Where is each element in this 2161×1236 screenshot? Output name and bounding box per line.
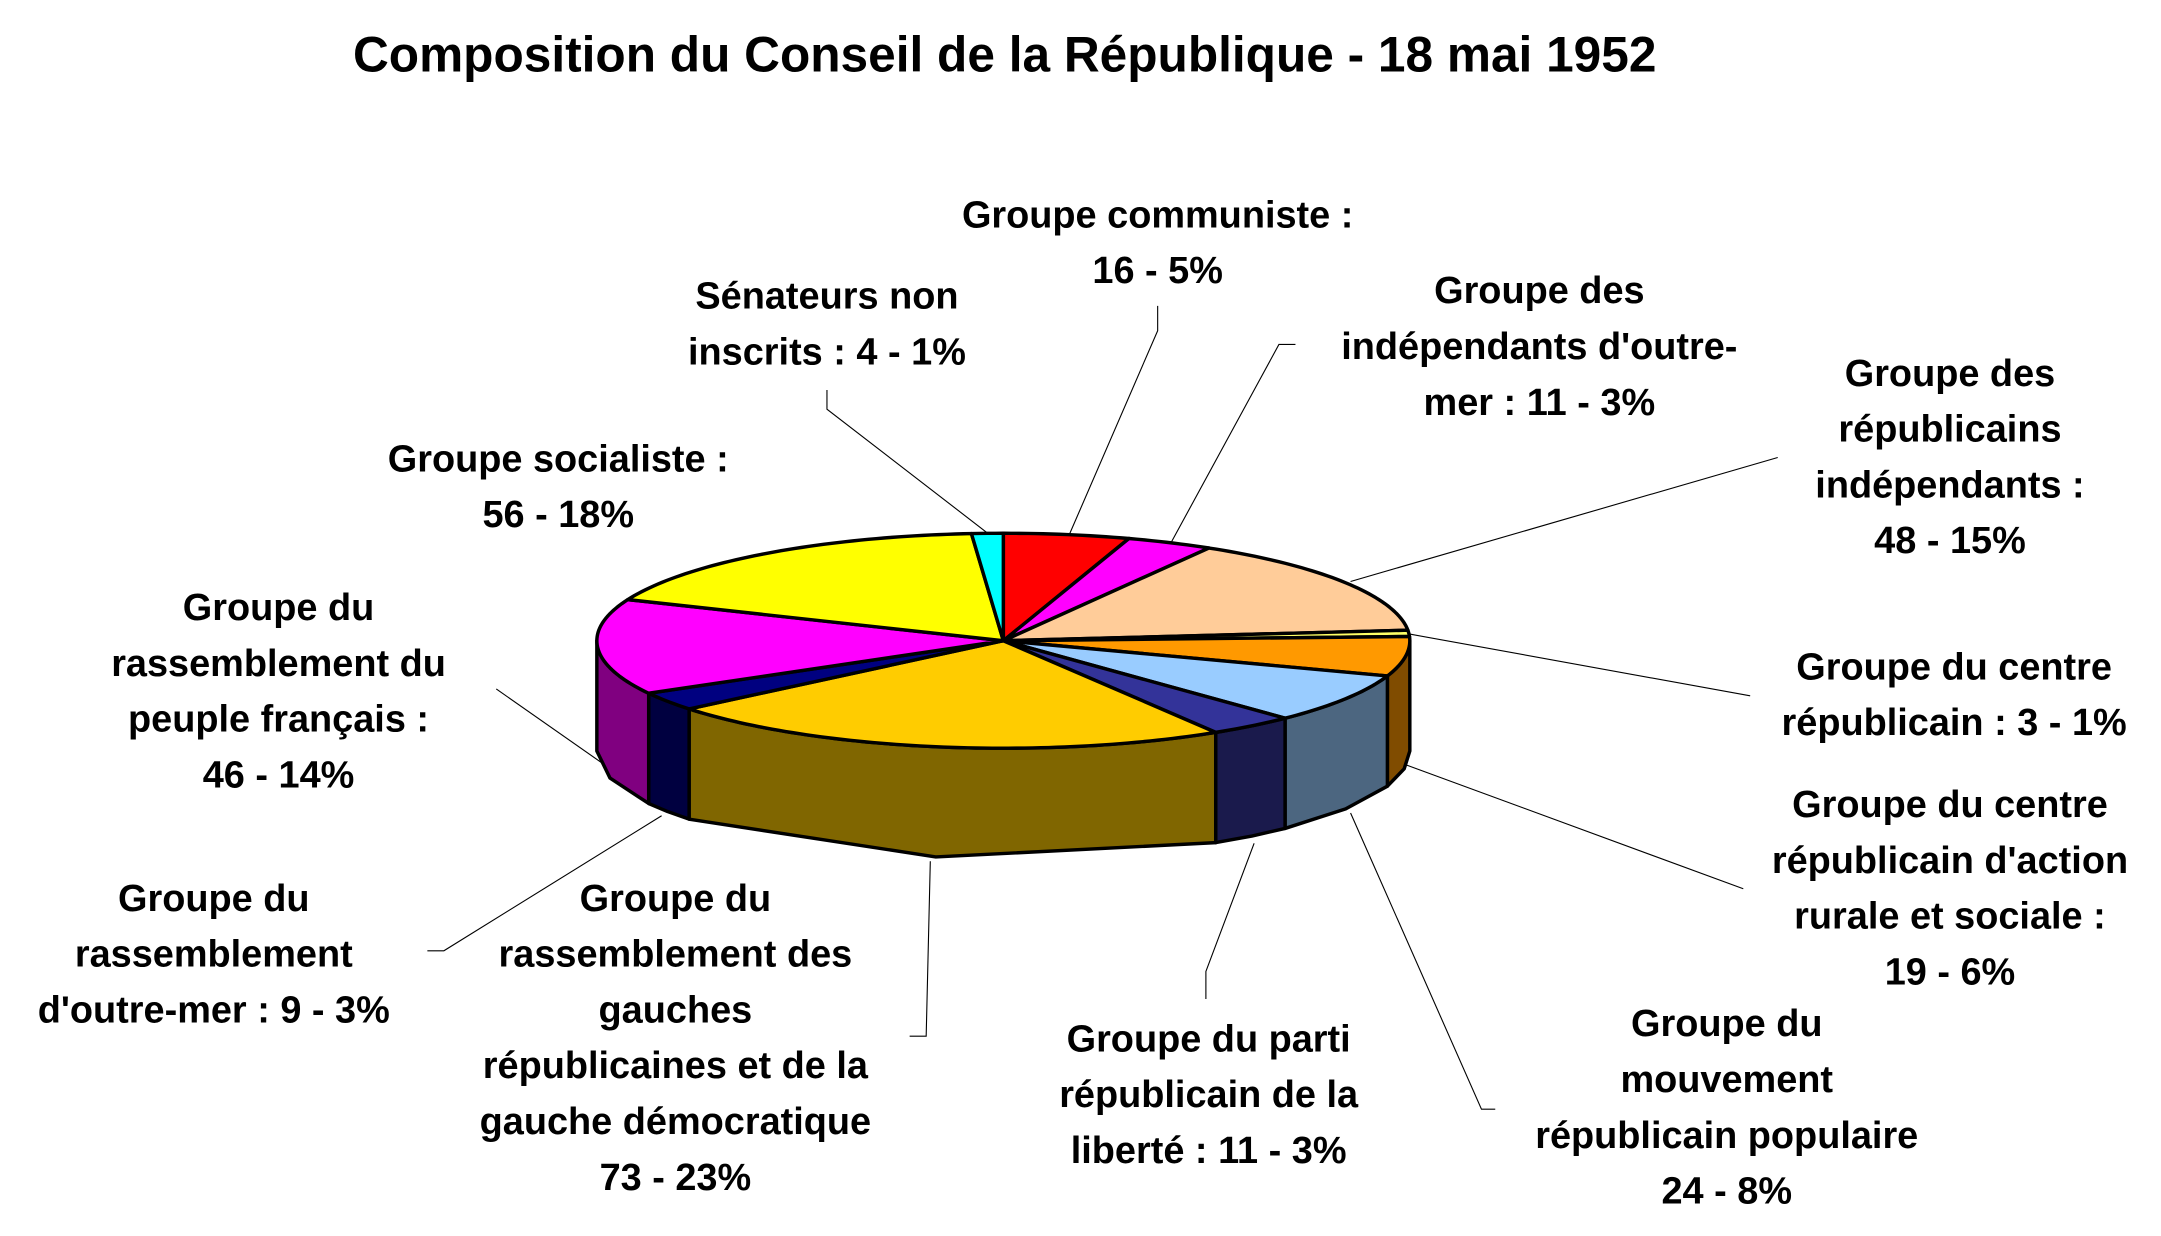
leader-line <box>1405 764 1744 890</box>
pie-slice <box>1001 639 1287 735</box>
slice-label-line: mouvement <box>1620 1059 1833 1101</box>
slice-label-line: 56 - 18% <box>482 494 634 536</box>
slice-label-line: inscrits : 4 - 1% <box>688 331 966 373</box>
leader-line <box>1168 343 1296 548</box>
pie-slice <box>595 597 1006 695</box>
slice-label-line: 73 - 23% <box>600 1157 752 1199</box>
slice-label: Groupe du mouvement républicain populaire 2… <box>1535 1003 1918 1212</box>
slice-label: Groupe du rassemblement d'outre-mer : 9 - … <box>38 878 390 1032</box>
slice-label-line: 46 - 14% <box>203 754 355 796</box>
slice-label: Groupe socialiste : 56 - 18% <box>388 438 729 536</box>
slice-label: Groupe du centre républicain d'action rura… <box>1772 784 2128 993</box>
slice-label: Groupe des indépendants d'outre-mer : 11 … <box>1341 270 1737 424</box>
slice-label: Groupe du rassemblement du peuple français… <box>111 587 446 796</box>
slice-label-line: 48 - 15% <box>1874 520 2026 562</box>
leader-line <box>1350 812 1496 1110</box>
slice-label: Groupe du rassemblement des gauches républi… <box>480 878 871 1199</box>
slice-label: Groupe du parti républicain de la liberté … <box>1059 1018 1359 1172</box>
slice-label-line: rassemblement <box>75 934 353 976</box>
slice-label-line: d'outre-mer : 9 - 3% <box>38 989 390 1031</box>
leader-line <box>826 389 990 536</box>
leader-line <box>1205 843 1255 999</box>
slice-label-line: Groupe du <box>183 587 374 629</box>
leader-line <box>427 815 662 952</box>
pie-slice <box>1001 639 1390 720</box>
pie-slice-side <box>1214 716 1287 845</box>
slice-label-line: Groupe socialiste : <box>388 438 729 480</box>
slice-label-line: Groupe du <box>580 878 771 920</box>
slice-label-line: Groupe du centre <box>1792 784 2108 826</box>
slice-label-line: Groupe du <box>1631 1003 1822 1045</box>
slice-label-line: républicain populaire <box>1535 1115 1918 1157</box>
slice-label-line: Groupe du <box>118 878 309 920</box>
chart-title: Composition du Conseil de la République … <box>353 27 1656 83</box>
leader-line <box>1408 633 1751 697</box>
leader-line <box>1350 456 1778 583</box>
slice-label-line: rassemblement du <box>111 643 446 685</box>
slice-label-line: liberté : 11 - 3% <box>1071 1130 1347 1172</box>
slice-label-line: républicains <box>1838 409 2061 451</box>
slice-label-line: mer : 11 - 3% <box>1424 382 1656 424</box>
leader-line <box>909 861 931 1037</box>
slice-label-line: peuple français : <box>128 699 429 741</box>
slice-label-line: 16 - 5% <box>1092 250 1223 292</box>
pie-slice <box>1001 536 1211 643</box>
pie-slice <box>969 531 1006 643</box>
slice-label-line: rassemblement des <box>499 934 853 976</box>
slice-label-line: républicain de la <box>1059 1074 1359 1116</box>
pie-slice-side <box>646 691 691 821</box>
slice-label: Groupe du centre républicain : 3 - 1% <box>1782 646 2127 744</box>
slice-label: Groupe des républicains indépendants : 48 -… <box>1815 353 2084 562</box>
leader-line <box>495 688 607 767</box>
slice-label-line: gauche démocratique <box>480 1101 871 1143</box>
slice-label-line: Groupe des <box>1434 270 1644 312</box>
slice-label-line: Groupe du parti <box>1067 1018 1351 1060</box>
slice-label-line: gauches <box>599 989 753 1031</box>
slice-label-line: Groupe du centre <box>1796 646 2112 688</box>
slice-label-line: Sénateurs non <box>695 276 958 318</box>
slice-label-line: républicaines et de la <box>483 1045 869 1087</box>
slice-label-line: Groupe des <box>1845 353 2055 395</box>
pie-slice <box>646 639 1006 711</box>
pie-slice <box>626 531 1006 643</box>
slice-label-line: Groupe communiste : <box>962 194 1353 236</box>
slice-label-line: indépendants d'outre- <box>1341 326 1737 368</box>
slice-label-line: républicain : 3 - 1% <box>1782 702 2127 744</box>
slice-label-line: républicain d'action <box>1772 840 2128 882</box>
pie-slice <box>1001 546 1410 643</box>
slice-label: Sénateurs non inscrits : 4 - 1% <box>688 276 966 374</box>
slice-label-line: 24 - 8% <box>1661 1171 1792 1213</box>
slice-label-line: indépendants : <box>1815 464 2084 506</box>
slice-label-line: rurale et sociale : <box>1794 896 2106 938</box>
pie-slice <box>1001 634 1412 678</box>
slice-label: Groupe communiste : 16 - 5% <box>962 194 1353 292</box>
leader-line <box>1067 305 1159 538</box>
pie-slice <box>687 639 1218 750</box>
slice-label-line: 19 - 6% <box>1885 952 2016 994</box>
